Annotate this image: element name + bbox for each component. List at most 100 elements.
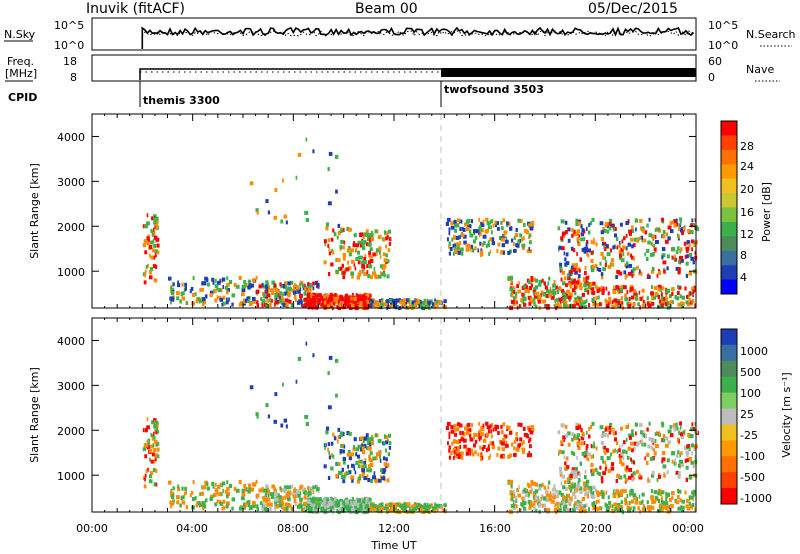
power-echo-cell (599, 261, 602, 266)
power-echo-cell (341, 263, 344, 268)
velocity-echo-cell (285, 424, 288, 429)
power-echo-cell (564, 304, 569, 309)
power-echo-cell (283, 281, 288, 286)
velocity-echo-cell (648, 437, 652, 442)
velocity-echo-cell (649, 456, 654, 461)
power-echo-cell (653, 286, 658, 291)
power-echo-cell (581, 247, 585, 252)
power-echo-cell (595, 302, 600, 307)
power-echo-cell (353, 233, 357, 238)
power-echo-cell (321, 295, 324, 300)
velocity-echo-cell (618, 448, 621, 453)
velocity-echo-cell (459, 445, 462, 449)
date-title: 05/Dec/2015 (588, 1, 678, 17)
power-echo-cell (689, 230, 694, 234)
power-echo-cell (617, 300, 621, 305)
velocity-echo-cell (457, 452, 462, 457)
power-echo-cell (482, 234, 487, 239)
velocity-echo-cell (315, 499, 318, 504)
velocity-echo-cell (651, 489, 653, 494)
velocity-echo-cell (529, 489, 532, 494)
power-echo-cell (263, 293, 267, 297)
velocity-echo-cell (390, 505, 393, 510)
velocity-echo-cell (153, 447, 157, 452)
velocity-echo-cell (614, 437, 617, 442)
power-echo-cell (485, 228, 490, 233)
power-echo-cell (293, 284, 295, 289)
velocity-echo-cell (324, 446, 326, 450)
velocity-echo-cell (578, 500, 583, 505)
power-echo-cell (558, 297, 562, 302)
power-echo-cell (356, 243, 360, 248)
velocity-echo-cell (570, 487, 573, 492)
velocity-ytick-1000: 1000 (57, 470, 85, 483)
velocity-echo-cell (550, 499, 555, 504)
power-echo-cell (383, 237, 386, 242)
velocity-echo-cell (530, 479, 533, 484)
velocity-echo-cell (480, 432, 484, 437)
colorbar-frame (720, 120, 738, 295)
velocity-echo-cell (601, 479, 604, 484)
power-echo-cell (390, 301, 393, 306)
velocity-echo-cell (653, 438, 657, 443)
velocity-echo-cell (418, 507, 423, 512)
power-echo-cell (480, 253, 482, 258)
velocity-echo-cell (573, 503, 576, 508)
velocity-echo-cell (625, 468, 629, 473)
velocity-echo-cell (528, 450, 531, 455)
velocity-echo-cell (332, 508, 335, 513)
velocity-ylabel: Slant Range [km] (28, 367, 41, 463)
power-echo-cell (367, 260, 372, 265)
power-echo-cell (361, 267, 366, 272)
velocity-echo-cell (471, 452, 475, 457)
power-echo-cell (639, 218, 643, 223)
power-echo-cell (287, 281, 291, 286)
power-echo-cell (516, 243, 520, 248)
power-echo-cell (630, 229, 635, 233)
velocity-echo-cell (678, 471, 681, 476)
power-echo-cell (568, 295, 572, 300)
power-echo-cell (442, 304, 445, 309)
velocity-echo-cell (602, 471, 606, 476)
velocity-echo-cell (366, 436, 370, 441)
power-echo-cell (305, 137, 308, 142)
station-title: Inuvik (fitACF) (86, 1, 185, 17)
velocity-echo-cell (485, 432, 490, 437)
velocity-echo-cell (610, 452, 613, 457)
power-echo-cell (511, 293, 514, 298)
power-echo-cell (373, 303, 376, 308)
power-echo-cell (669, 229, 674, 234)
velocity-echo-cell (677, 450, 680, 455)
velocity-ytick-3000: 3000 (57, 380, 85, 393)
velocity-echo-cell (327, 509, 330, 514)
velocity-echo-cell (212, 484, 215, 489)
velocity-echo-cell (375, 456, 378, 460)
velocity-echo-cell (305, 422, 309, 426)
velocity-echo-cell (679, 498, 682, 503)
velocity-echo-cell (221, 506, 224, 511)
velocity-echo-cell (273, 419, 277, 424)
velocity-echo-cell (152, 443, 155, 448)
power-echo-cell (661, 299, 665, 304)
velocity-echo-cell (324, 504, 327, 509)
power-echo-cell (351, 259, 355, 264)
power-echo-cell (530, 275, 533, 280)
power-echo-cell (651, 266, 655, 271)
power-echo-cell (151, 231, 156, 236)
velocity-echo-cell (368, 468, 373, 473)
power-echo-cell (510, 279, 513, 284)
power-echo-cell (434, 301, 437, 306)
power-echo-cell (281, 297, 285, 302)
velocity-echo-cell (514, 436, 519, 441)
power-echo-cell (362, 235, 365, 240)
power-echo-cell (575, 285, 577, 290)
power-cbar-tick-24: 24 (740, 160, 754, 173)
power-echo-cell (692, 260, 695, 265)
velocity-echo-cell (384, 434, 386, 439)
velocity-echo-cell (666, 458, 670, 463)
velocity-echo-cell (617, 494, 621, 498)
xtick-2000: 20:00 (580, 522, 612, 535)
velocity-echo-cell (640, 500, 643, 505)
velocity-echo-cell (616, 441, 619, 446)
power-echo-cell (330, 262, 334, 267)
